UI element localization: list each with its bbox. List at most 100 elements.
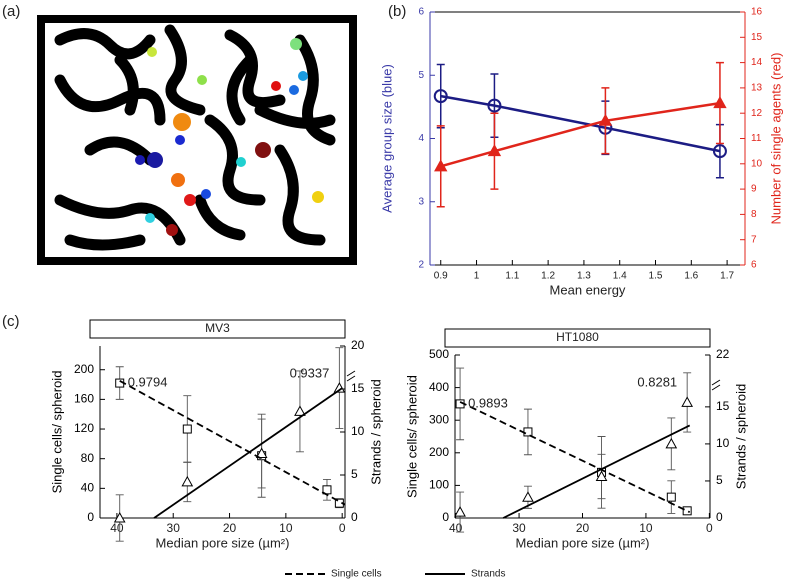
- x-tick-label: 1.1: [505, 271, 519, 282]
- y2-tick-label: 9: [751, 184, 757, 195]
- chart-title: HT1080: [556, 330, 599, 344]
- x-axis-label: Median pore size (µm²): [156, 535, 290, 550]
- y-tick-label: 5: [418, 70, 424, 81]
- y-tick-label: 80: [81, 451, 95, 465]
- y2-tick-label: 5: [351, 467, 358, 481]
- point: [182, 424, 192, 434]
- x-tick-label: 1.4: [613, 271, 627, 282]
- point: [181, 475, 194, 487]
- series-line: [440, 94, 721, 153]
- chart-title: MV3: [205, 321, 230, 335]
- y2-tick-label: 11: [751, 133, 762, 144]
- x-tick-label: 0.9: [434, 271, 448, 282]
- x-tick-label: 1.2: [541, 271, 555, 282]
- fit-line: [459, 401, 691, 513]
- title-box: [89, 319, 346, 339]
- annotation: 0.8281: [637, 374, 677, 389]
- x-tick-label: 1.7: [720, 271, 734, 282]
- x-tick-label: 30: [512, 521, 526, 535]
- x-tick-label: 40: [449, 521, 463, 535]
- x-tick-label: 10: [279, 521, 293, 535]
- panel-label: (a): [2, 3, 20, 20]
- y2-tick-label: 0: [716, 510, 723, 524]
- series-line: [440, 101, 721, 168]
- x-tick-label: 0: [706, 521, 713, 535]
- x-tick-label: 40: [110, 521, 124, 535]
- y2-tick-label: 0: [351, 510, 358, 524]
- y-axis-label: Average group size (blue): [379, 64, 394, 213]
- point: [487, 144, 502, 157]
- legend-label: Single cells: [331, 569, 382, 580]
- x-axis-label: Median pore size (µm²): [516, 535, 650, 550]
- y-tick-label: 500: [429, 347, 449, 361]
- y2-tick-label: 7: [751, 234, 757, 245]
- maze-image: [37, 15, 357, 265]
- y2-tick-label: 12: [751, 108, 763, 119]
- axis-break: [711, 379, 721, 391]
- x-axis-label: Mean energy: [550, 282, 626, 297]
- y2-tick-label: 10: [716, 436, 730, 450]
- y2-tick-label: 5: [716, 473, 723, 487]
- x-tick-label: 20: [576, 521, 590, 535]
- y-tick-label: 160: [74, 392, 94, 406]
- y-tick-label: 0: [87, 510, 94, 524]
- y2-tick-label: 15: [751, 32, 763, 43]
- point: [682, 506, 692, 516]
- y-tick-label: 4: [418, 133, 424, 144]
- x-tick-label: 30: [167, 521, 181, 535]
- y2-axis-label: Strands / spheroid: [733, 384, 748, 490]
- x-tick-label: 10: [639, 521, 653, 535]
- x-tick-label: 20: [223, 521, 237, 535]
- point: [665, 437, 678, 449]
- y2-axis-label: Strands / spheroid: [368, 379, 383, 485]
- title-box: [444, 328, 711, 348]
- y2-tick-label: 15: [716, 399, 730, 413]
- x-tick-label: 1: [474, 271, 480, 282]
- point: [595, 470, 608, 482]
- y2-tick-label: 8: [751, 209, 757, 220]
- point: [598, 113, 613, 126]
- y-tick-label: 3: [418, 196, 424, 207]
- point: [454, 506, 466, 517]
- y2-tick-label: 22: [716, 347, 730, 361]
- y-axis-label: Single cells/ spheroid: [49, 371, 64, 494]
- point: [294, 405, 306, 416]
- point: [487, 98, 502, 113]
- point: [522, 491, 534, 502]
- y-tick-label: 200: [429, 445, 449, 459]
- y-axis-label: Single cells/ spheroid: [404, 375, 419, 498]
- x-tick-label: 1.6: [684, 271, 698, 282]
- y2-tick-label: 20: [351, 338, 365, 352]
- y2-tick-label: 13: [751, 83, 763, 94]
- x-tick-label: 1.5: [649, 271, 663, 282]
- y2-tick-label: 15: [351, 381, 365, 395]
- annotation: 0.9794: [128, 375, 168, 390]
- panel-label: (b): [388, 3, 406, 20]
- y-tick-label: 0: [442, 510, 449, 524]
- y2-tick-label: 14: [751, 57, 763, 68]
- legend-label: Strands: [471, 569, 505, 580]
- point: [681, 396, 694, 407]
- point: [713, 96, 727, 109]
- y-tick-label: 40: [81, 481, 95, 495]
- y-tick-label: 120: [74, 421, 94, 435]
- y2-tick-label: 16: [751, 7, 763, 18]
- point: [523, 427, 533, 437]
- y-tick-label: 400: [429, 380, 449, 394]
- y-tick-label: 100: [429, 478, 449, 492]
- point: [666, 492, 676, 502]
- point: [434, 159, 448, 172]
- panel-label: (c): [2, 313, 20, 330]
- y2-axis-label: Number of single agents (red): [768, 53, 783, 225]
- point: [433, 89, 448, 104]
- point: [255, 447, 268, 458]
- y-tick-label: 200: [74, 362, 94, 376]
- axis-break: [346, 370, 356, 382]
- y-tick-label: 6: [418, 7, 424, 18]
- x-tick-label: 0: [339, 521, 346, 535]
- fit-line: [153, 387, 343, 519]
- y2-tick-label: 10: [351, 424, 365, 438]
- y-tick-label: 300: [429, 412, 449, 426]
